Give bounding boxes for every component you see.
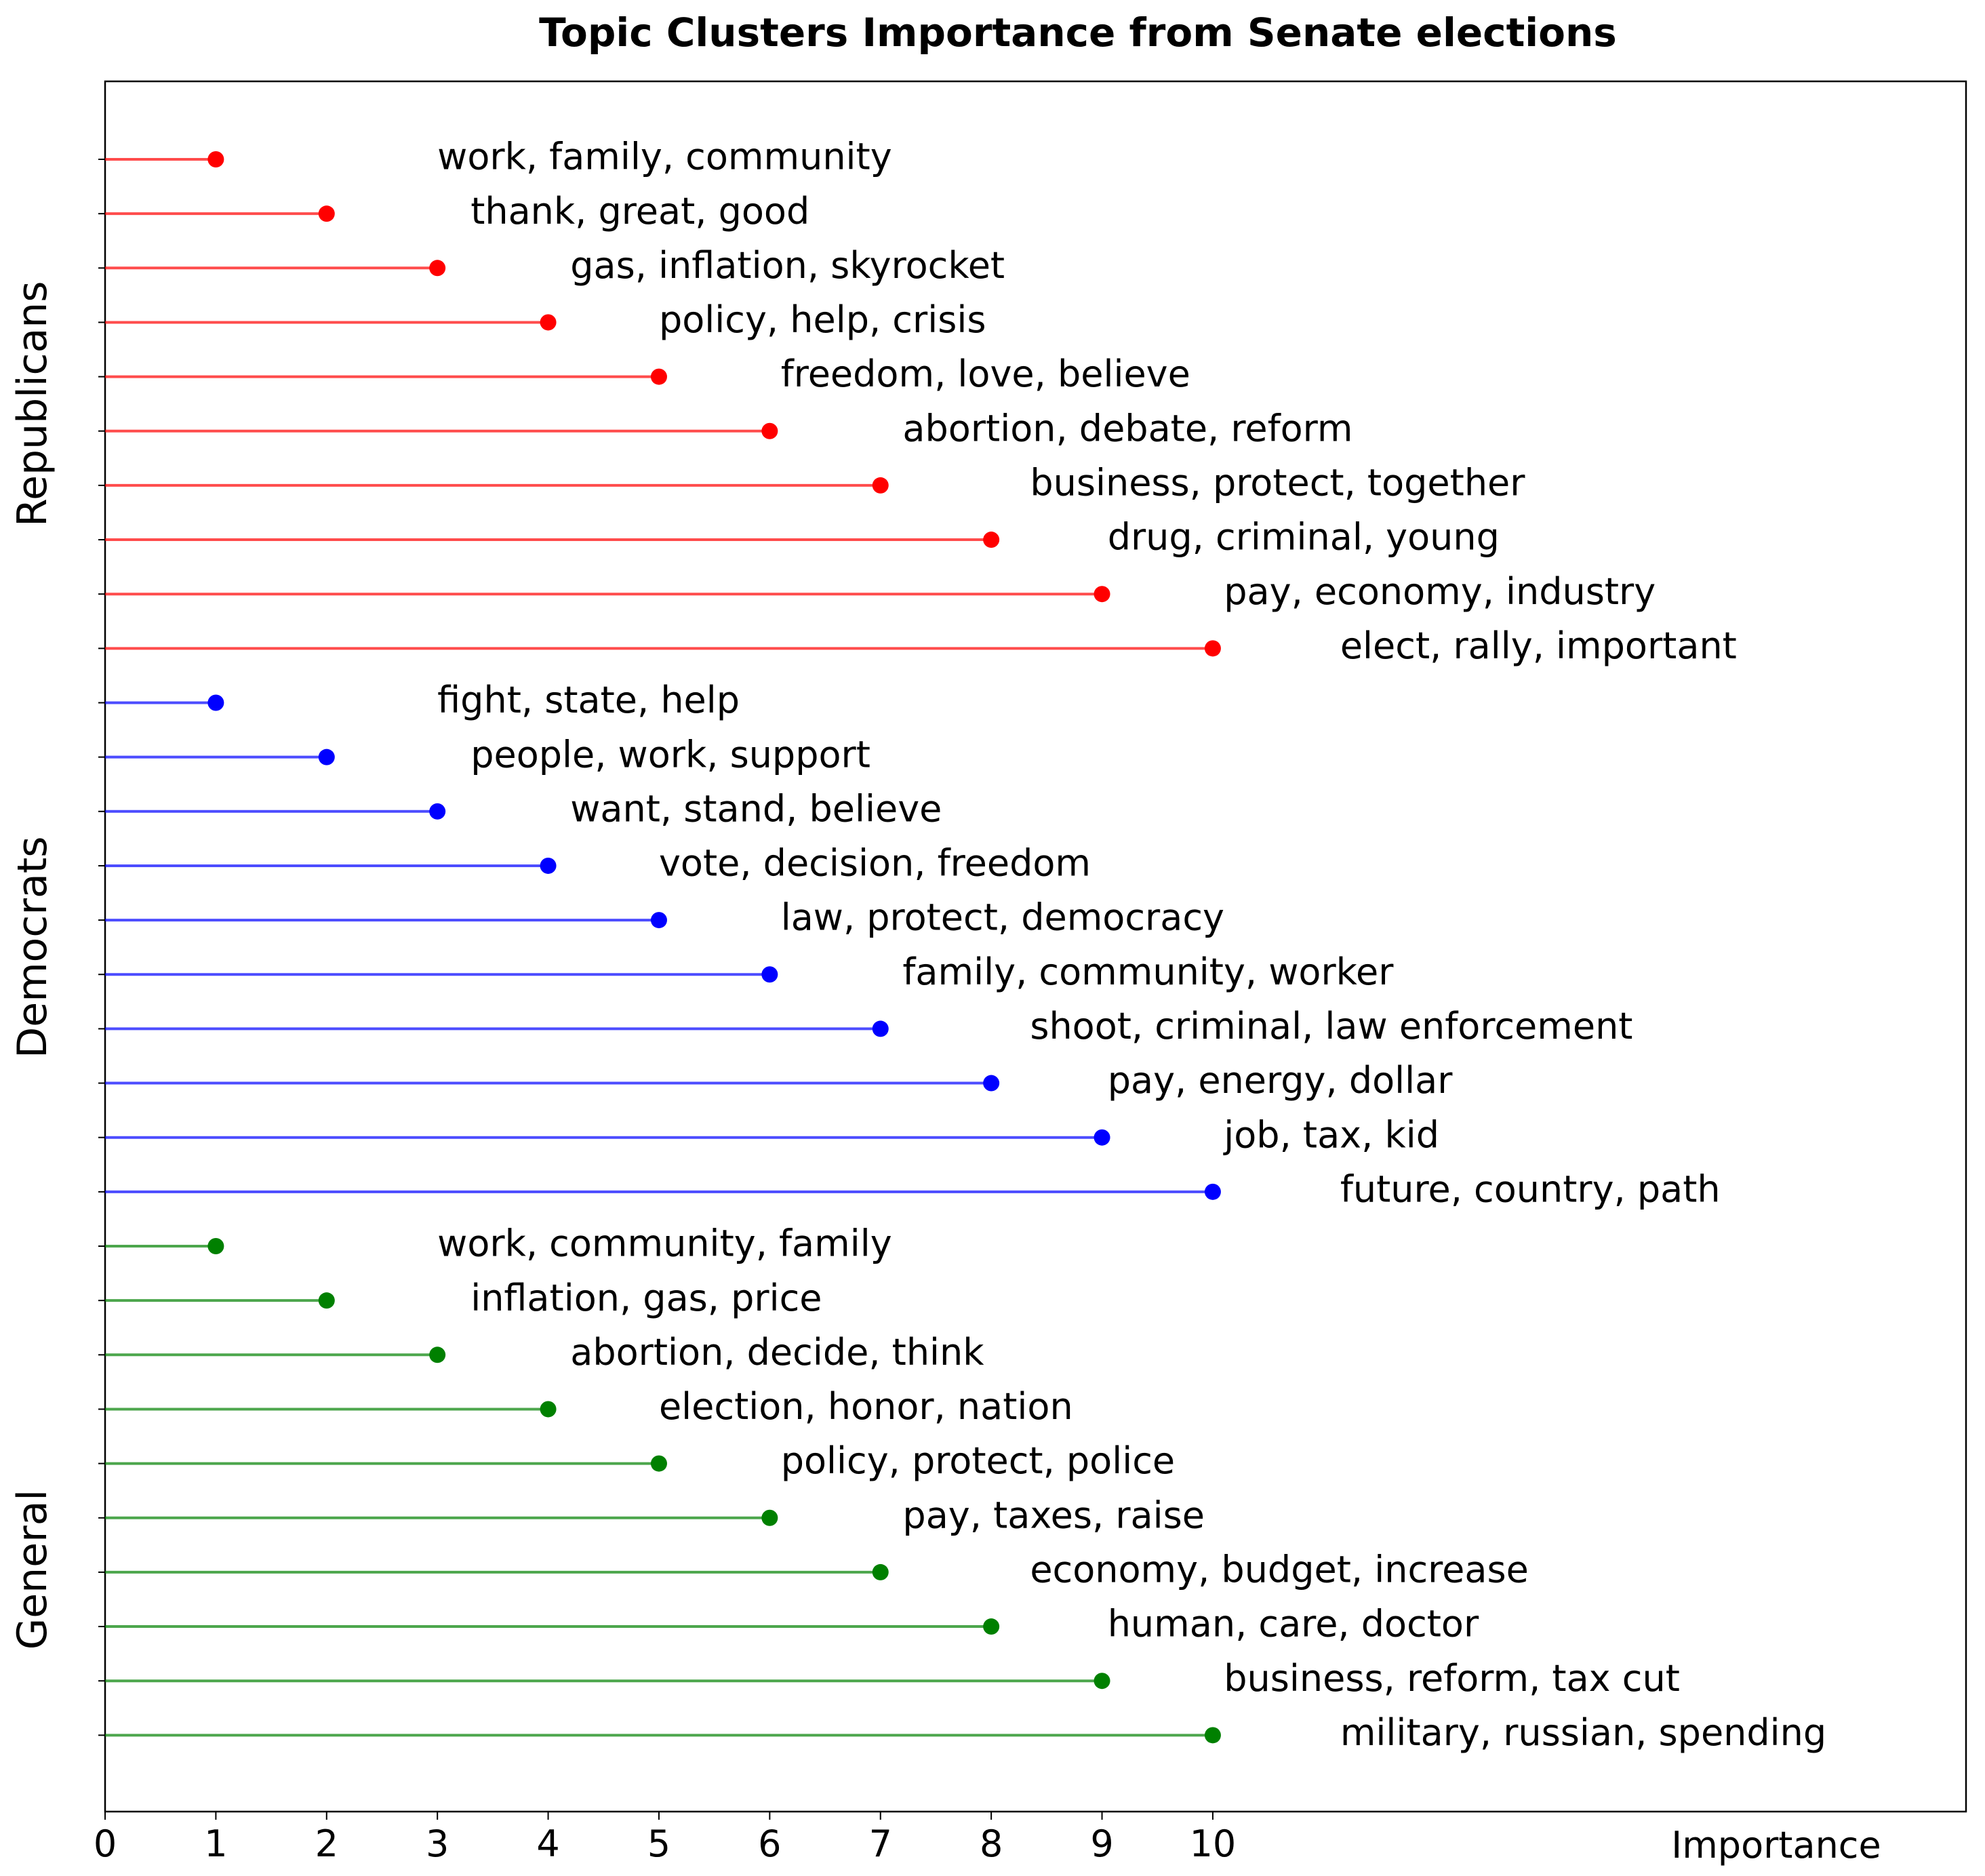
dot-general xyxy=(761,1509,778,1526)
topic-label: inflation, gas, price xyxy=(470,1277,822,1319)
dot-general xyxy=(207,1238,224,1254)
dot-general xyxy=(1094,1673,1110,1690)
dot-republicans xyxy=(983,532,1000,548)
chart-title: Topic Clusters Importance from Senate el… xyxy=(539,9,1617,56)
topic-label: business, protect, together xyxy=(1030,462,1525,504)
dot-democrats xyxy=(207,694,224,711)
x-tick-label: 3 xyxy=(426,1822,449,1865)
x-tick-label: 10 xyxy=(1190,1822,1237,1865)
group-label: General xyxy=(9,1490,56,1650)
x-tick-label: 9 xyxy=(1090,1822,1113,1865)
dot-democrats xyxy=(761,966,778,983)
dot-general xyxy=(1204,1727,1221,1744)
dot-general xyxy=(540,1401,557,1418)
topic-label: future, country, path xyxy=(1340,1167,1721,1210)
topic-label: job, tax, kid xyxy=(1223,1113,1439,1156)
topic-label: policy, help, crisis xyxy=(659,298,986,341)
dot-republicans xyxy=(318,205,335,222)
topic-label: economy, budget, increase xyxy=(1030,1549,1529,1591)
topic-label: family, community, worker xyxy=(902,951,1394,993)
dot-general xyxy=(429,1346,446,1363)
topic-label: law, protect, democracy xyxy=(781,896,1224,939)
topic-label: shoot, criminal, law enforcement xyxy=(1030,1005,1632,1047)
topic-label: elect, rally, important xyxy=(1340,624,1737,667)
dot-republicans xyxy=(1094,586,1110,603)
dot-democrats xyxy=(318,749,335,765)
topic-label: pay, taxes, raise xyxy=(902,1494,1205,1536)
x-tick-label: 2 xyxy=(315,1822,338,1865)
dot-democrats xyxy=(983,1075,1000,1092)
dot-republicans xyxy=(429,260,446,277)
topic-label: thank, great, good xyxy=(470,190,809,233)
x-tick-label: 0 xyxy=(94,1822,117,1865)
topic-label: election, honor, nation xyxy=(659,1385,1073,1428)
topic-label: work, family, community xyxy=(437,136,892,178)
dot-democrats xyxy=(872,1020,889,1037)
topic-label: gas, inflation, skyrocket xyxy=(570,244,1005,287)
dot-republicans xyxy=(872,477,889,494)
x-tick-label: 8 xyxy=(980,1822,1003,1865)
dot-general xyxy=(983,1618,1000,1635)
x-tick-label: 5 xyxy=(647,1822,670,1865)
dot-democrats xyxy=(650,912,667,929)
dot-republicans xyxy=(650,368,667,385)
dot-democrats xyxy=(1204,1183,1221,1200)
dot-general xyxy=(872,1563,889,1580)
topic-label: people, work, support xyxy=(470,733,870,776)
plot-frame xyxy=(104,80,1967,1813)
dot-republicans xyxy=(540,314,557,331)
x-tick-label: 7 xyxy=(869,1822,892,1865)
topic-label: pay, energy, dollar xyxy=(1108,1059,1453,1102)
dot-general xyxy=(318,1292,335,1309)
x-axis-label: Importance xyxy=(1671,1824,1881,1867)
dot-democrats xyxy=(429,803,446,820)
topic-label: human, care, doctor xyxy=(1108,1603,1479,1645)
x-tick-label: 6 xyxy=(758,1822,781,1865)
dot-general xyxy=(650,1455,667,1472)
x-tick-label: 4 xyxy=(536,1822,559,1865)
topic-label: abortion, debate, reform xyxy=(902,407,1352,450)
topic-label: fight, state, help xyxy=(437,679,740,721)
topic-label: policy, protect, police xyxy=(781,1439,1175,1482)
group-label: Democrats xyxy=(9,836,56,1058)
group-label: Republicans xyxy=(9,281,56,527)
topic-label: work, community, family xyxy=(437,1222,892,1265)
topic-label: vote, decision, freedom xyxy=(659,842,1091,885)
topic-label: abortion, decide, think xyxy=(570,1331,984,1374)
dot-republicans xyxy=(1204,640,1221,657)
dot-democrats xyxy=(1094,1129,1110,1146)
topic-label: freedom, love, believe xyxy=(781,353,1190,395)
topic-label: military, russian, spending xyxy=(1340,1711,1826,1754)
dot-democrats xyxy=(540,857,557,874)
x-tick-label: 1 xyxy=(204,1822,227,1865)
dot-republicans xyxy=(207,151,224,167)
topic-label: pay, economy, industry xyxy=(1224,570,1656,613)
topic-label: drug, criminal, young xyxy=(1108,516,1500,559)
topic-label: business, reform, tax cut xyxy=(1224,1657,1680,1700)
dot-republicans xyxy=(761,422,778,439)
topic-label: want, stand, believe xyxy=(570,787,942,830)
